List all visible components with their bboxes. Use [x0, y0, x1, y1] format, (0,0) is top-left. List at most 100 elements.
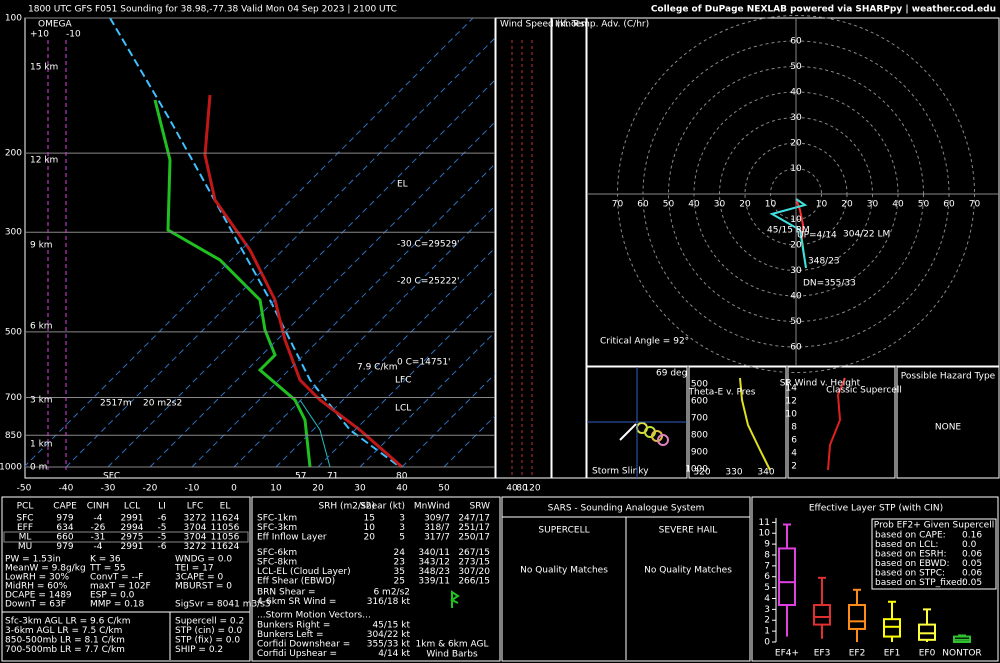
- hodo-annotation: 348/23: [808, 257, 840, 267]
- annotation: EL: [397, 180, 408, 190]
- omega-label: OMEGA: [38, 20, 73, 30]
- kin-layer: Eff Shear (EBWD): [257, 577, 335, 587]
- slinky-vector: [619, 423, 637, 441]
- x-tick-label: -30: [101, 484, 116, 494]
- y-tick-label: 2: [764, 616, 770, 626]
- kin-cell: 267/15: [458, 548, 490, 558]
- srwind-tick: 2: [791, 462, 797, 472]
- hodo-label: 10: [790, 215, 802, 225]
- index: maxT = 102F: [90, 582, 151, 592]
- hodo-label: 40: [790, 292, 802, 302]
- isotherm: [25, 18, 474, 467]
- hodo-label: 50: [790, 62, 802, 72]
- hodograph-frame: [586, 17, 1000, 367]
- thermo-frame: [1, 496, 251, 662]
- box: [848, 604, 866, 630]
- x-tick-label: 30: [354, 484, 366, 494]
- table-cell: -5: [158, 533, 167, 543]
- table-cell: -4: [94, 542, 103, 552]
- table-cell: SFC: [16, 514, 33, 524]
- kin-header: MnWind: [414, 502, 450, 512]
- hodo-ring: [617, 15, 975, 373]
- annotation: SFC: [103, 472, 120, 482]
- hodo-label: 70: [612, 200, 624, 210]
- legend-label: based on STPC:: [875, 569, 945, 579]
- hodo-ring: [719, 117, 873, 271]
- sars-frame: [501, 496, 751, 662]
- isotherm: [233, 205, 495, 468]
- index: ESP = 0.0: [90, 591, 135, 601]
- table-cell: MU: [18, 542, 32, 552]
- hodo-label: 40: [688, 200, 700, 210]
- row-highlight: [3, 531, 249, 543]
- table-header: CAPE: [53, 502, 77, 512]
- kin-cell: 318/7: [424, 523, 450, 533]
- table-cell: 3704: [184, 533, 207, 543]
- srwind-tick: 12: [786, 397, 797, 407]
- hodo-upper: [769, 198, 808, 269]
- y-tick-label: 0: [764, 638, 770, 648]
- x-tick-label: -20: [143, 484, 158, 494]
- legend-value: 0.05: [962, 578, 982, 588]
- x-tick-label: 0: [231, 484, 237, 494]
- x-tick-label: EF1: [884, 649, 901, 659]
- theta-t-tick: 320: [693, 468, 710, 478]
- x-tick-label: EF3: [814, 649, 831, 659]
- lapse-rate: Sfc-3km AGL LR = 9.6 C/km: [5, 617, 131, 627]
- legend-label: based on LCL:: [875, 540, 938, 550]
- x-tick-label: EF4+: [775, 649, 799, 659]
- table-cell: 3704: [184, 523, 207, 533]
- kin-cell: 343/12: [418, 558, 450, 568]
- kin-layer: Eff Inflow Layer: [257, 533, 327, 543]
- hodo-ring: [744, 142, 848, 246]
- table-cell: 2991: [121, 514, 144, 524]
- kin-cell: 35: [394, 567, 405, 577]
- index: MBURST = 0: [175, 582, 232, 592]
- hodo-ring: [770, 168, 822, 220]
- height-label: 15 km: [30, 63, 58, 73]
- index: MMP = 0.18: [90, 600, 145, 610]
- srwind-trace: [827, 377, 846, 471]
- wind-speed-tick: 40: [506, 484, 518, 494]
- hodo-label: 50: [790, 317, 802, 327]
- y-tick-label: 6: [764, 572, 770, 582]
- annotation: 7.9 C/km: [357, 363, 397, 373]
- hodo-annotation: DN=355/33: [803, 279, 856, 289]
- hodo-label: 60: [943, 200, 955, 210]
- kin-cell: 15: [364, 514, 375, 524]
- kin-cell: 348/23: [418, 567, 450, 577]
- y-tick-label: 10: [759, 529, 771, 539]
- kinematic-frame: [251, 496, 501, 662]
- isotherm: [275, 247, 495, 468]
- theta-p-tick: 600: [691, 397, 708, 407]
- kin-cell: 317/7: [424, 533, 450, 543]
- wind-speed-frame: [495, 17, 552, 479]
- isotherm: [359, 331, 495, 468]
- box: [778, 547, 796, 607]
- legend-value: 0.06: [962, 550, 982, 560]
- table-header: LCL: [124, 502, 140, 512]
- motion: 4/14 kt: [378, 649, 410, 659]
- sars-result: No Quality Matches: [520, 566, 608, 576]
- hodo-low: [795, 198, 805, 241]
- y-tick-label: 200: [5, 149, 22, 159]
- theta-p-tick: 700: [691, 414, 708, 424]
- hodo-label: 10: [816, 200, 828, 210]
- composite: SHIP = 0.2: [175, 645, 223, 655]
- credit: College of DuPage NEXLAB powered via SHA…: [651, 5, 996, 15]
- x-tick-label: -40: [59, 484, 74, 494]
- index: PW = 1.53in: [5, 555, 61, 565]
- y-tick-label: 300: [5, 228, 22, 238]
- index: DCAPE = 1489: [5, 591, 72, 601]
- srwind-tick: 4: [791, 449, 797, 459]
- hodo-ring: [668, 66, 924, 322]
- hodo-label: 10: [765, 200, 777, 210]
- hodo-label: 20: [790, 241, 802, 251]
- kin-header: SRW: [469, 502, 490, 512]
- table-cell: 11056: [211, 533, 240, 543]
- table-cell: ML: [19, 533, 32, 543]
- theta-p-tick: 800: [691, 431, 708, 441]
- hodo-label: 40: [892, 200, 904, 210]
- slinky-angle: 69 deg: [656, 369, 687, 379]
